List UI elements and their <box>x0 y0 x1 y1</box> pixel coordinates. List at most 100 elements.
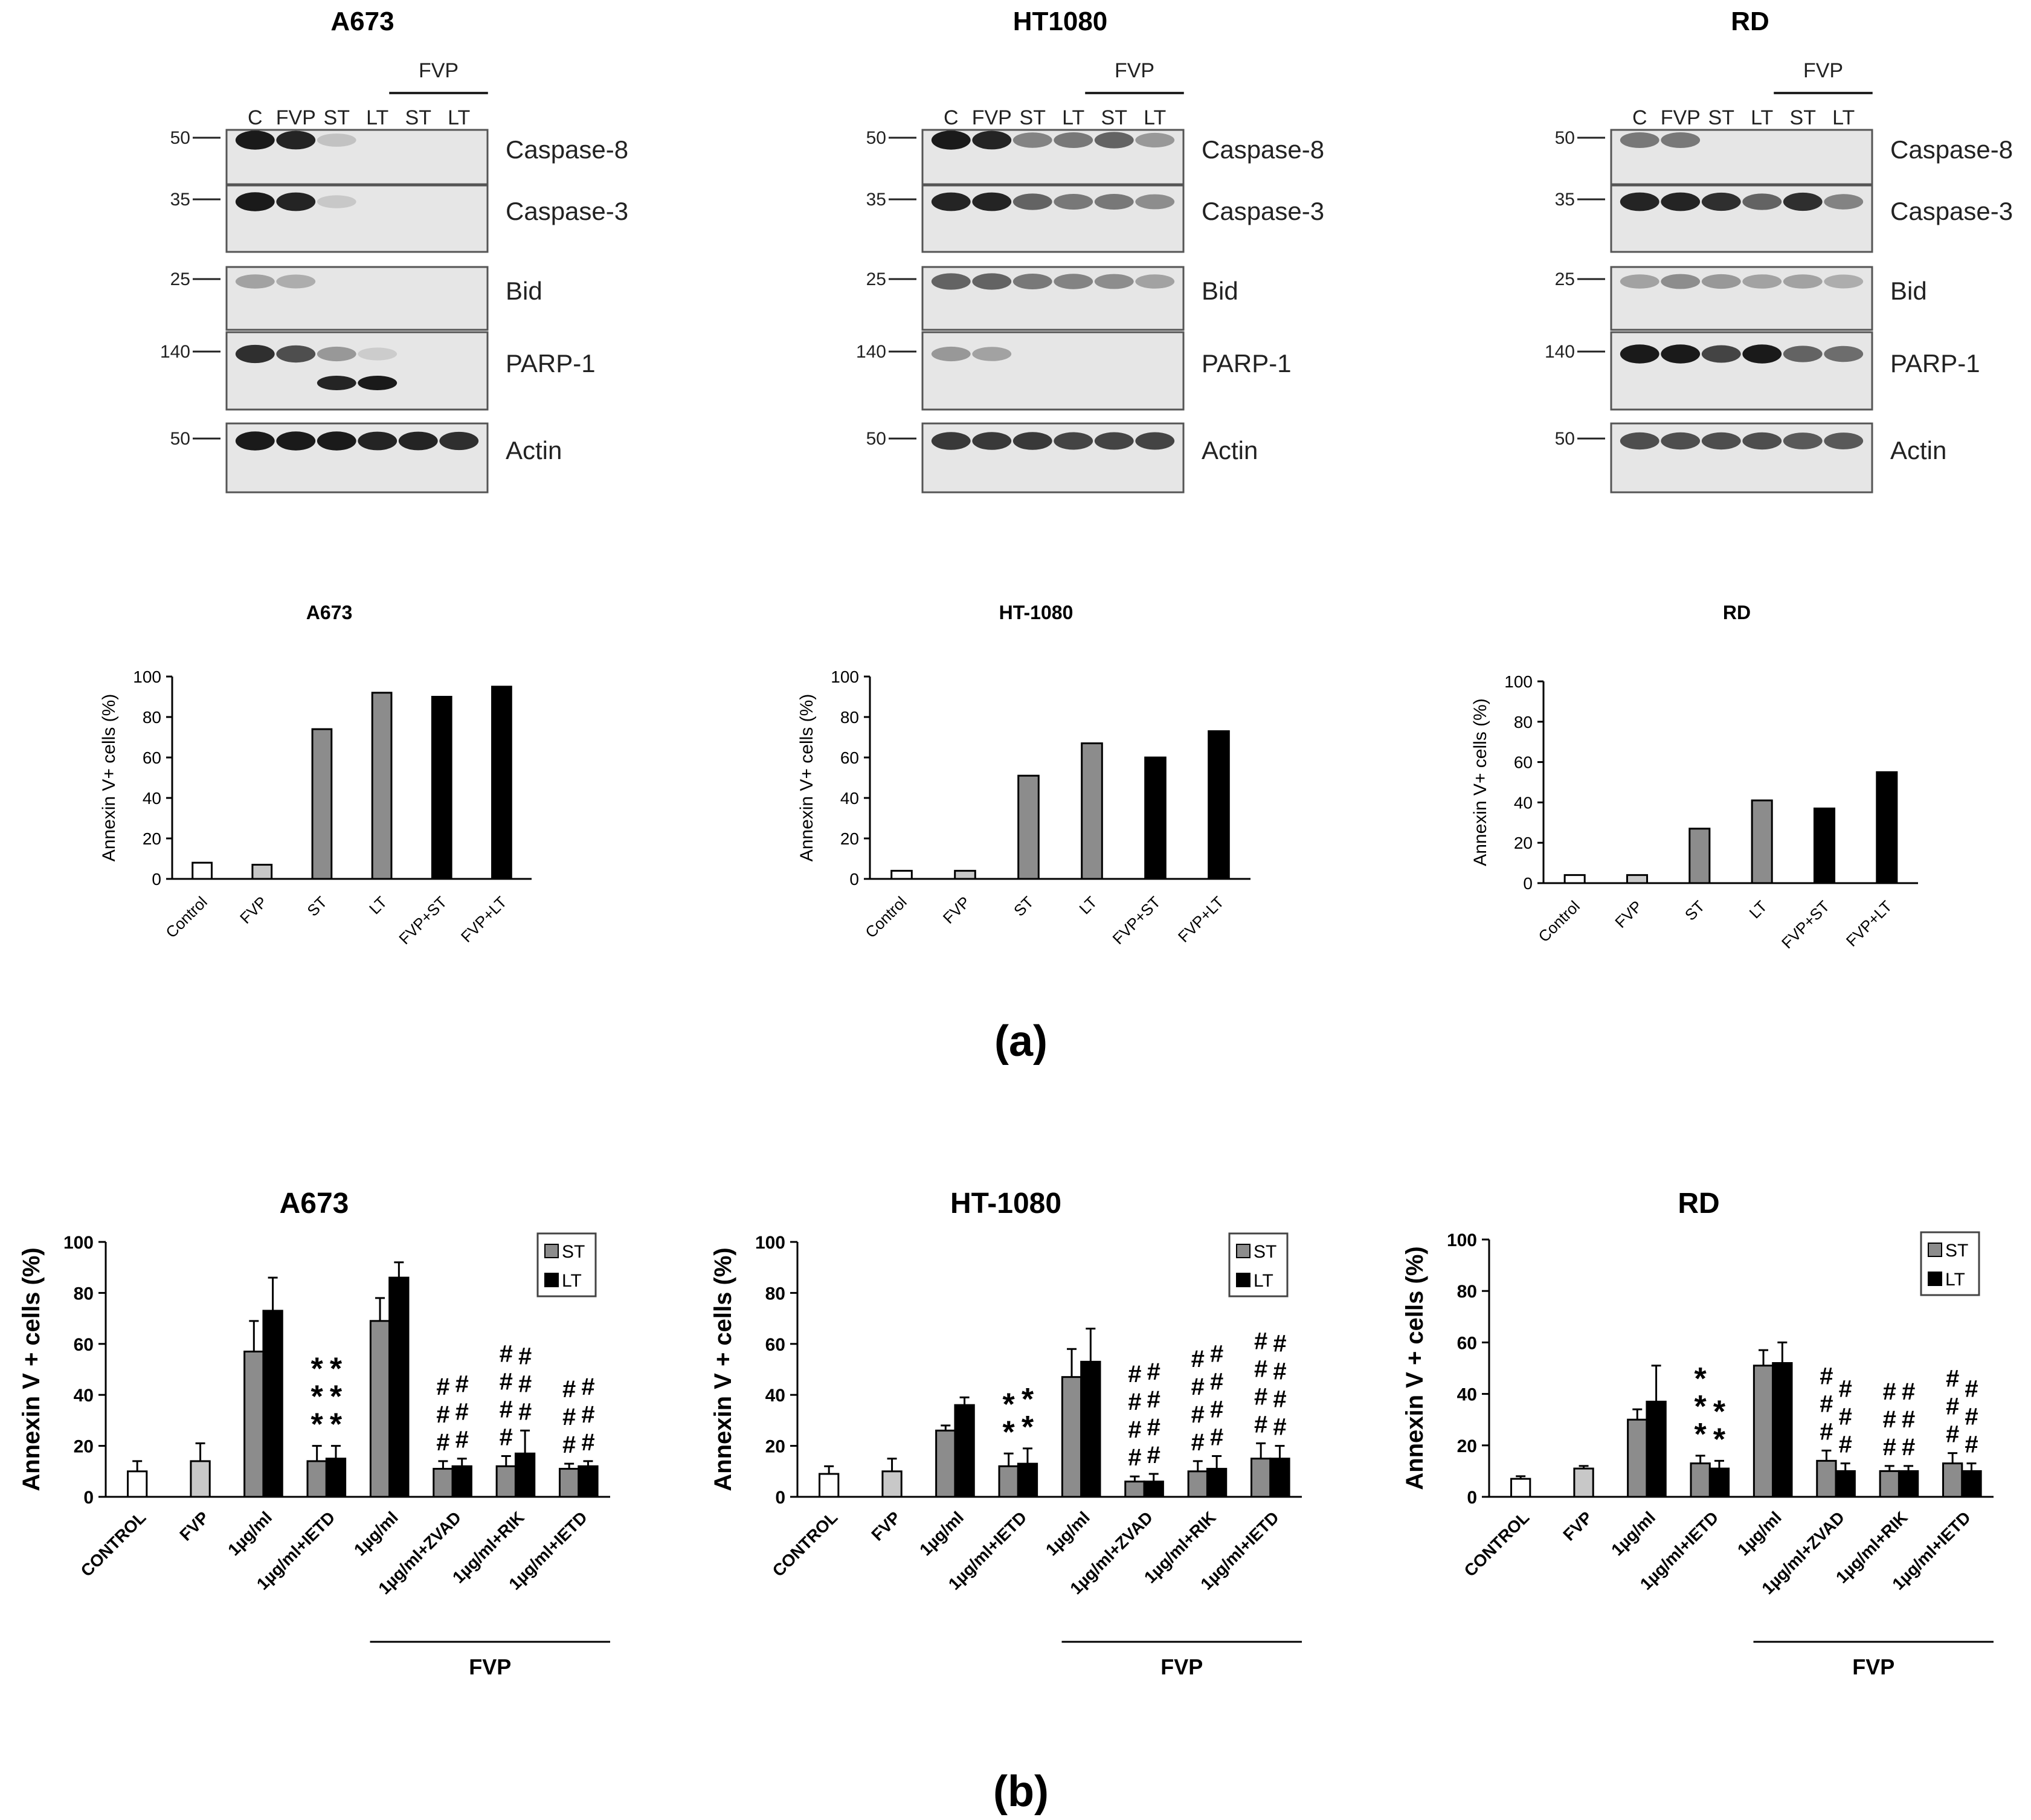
lane-label: ST <box>1708 106 1734 129</box>
mw-marker: 35 <box>1555 190 1575 210</box>
category-label: CONTROL <box>77 1508 150 1580</box>
asterisk-mark: * <box>311 1380 324 1415</box>
legend: ST LT <box>536 1232 597 1297</box>
bar <box>491 686 512 880</box>
band <box>972 347 1012 361</box>
hash-mark: # <box>1883 1406 1896 1433</box>
category-label: FVP <box>1559 1508 1595 1544</box>
bar <box>559 1468 580 1498</box>
band <box>1054 194 1093 210</box>
band <box>358 347 398 361</box>
y-tick-label: 40 <box>840 789 859 808</box>
bar <box>1879 1470 1900 1498</box>
bar <box>1961 1470 1982 1498</box>
mw-marker: 25 <box>1555 269 1575 289</box>
bar <box>1876 771 1898 884</box>
hash-mark: # <box>1965 1404 1978 1430</box>
y-tick-label: 60 <box>143 748 161 767</box>
y-tick-label: 40 <box>74 1386 94 1406</box>
y-tick-label: 60 <box>1514 753 1533 772</box>
y-tick-label: 100 <box>1447 1230 1477 1250</box>
hash-mark: # <box>1210 1340 1223 1367</box>
band <box>1012 132 1052 148</box>
band <box>1094 194 1134 210</box>
band <box>1012 432 1052 450</box>
hash-mark: # <box>1946 1366 1959 1392</box>
legend-label-lt: LT <box>562 1271 582 1291</box>
asterisk-mark: * <box>330 1407 343 1442</box>
y-tick-label: 100 <box>755 1233 785 1253</box>
chart-title: RD <box>1723 602 1751 623</box>
bar <box>1772 1362 1793 1498</box>
band <box>235 130 275 150</box>
band <box>1783 432 1823 449</box>
mw-marker: 50 <box>170 429 190 449</box>
y-tick-label: 80 <box>1514 713 1533 732</box>
bar <box>1080 1360 1101 1498</box>
band <box>1135 132 1175 148</box>
y-tick-label: 20 <box>1514 834 1533 852</box>
cleaved-band <box>317 376 356 390</box>
category-label: FVP+LT <box>1843 897 1896 950</box>
protein-label: Caspase-3 <box>506 197 628 225</box>
category-label: 1µg/ml <box>1608 1508 1659 1559</box>
lane-label: C <box>248 106 263 129</box>
bar <box>127 1470 148 1498</box>
bar <box>1626 874 1649 884</box>
asterisk-mark: * <box>311 1352 324 1387</box>
hash-mark: # <box>1839 1404 1852 1430</box>
hash-mark: # <box>1254 1411 1267 1438</box>
asterisk-mark: * <box>1022 1382 1034 1417</box>
bar <box>890 870 913 880</box>
band <box>1620 344 1659 364</box>
protein-label: Caspase-8 <box>1890 135 2013 164</box>
y-tick-label: 0 <box>83 1488 94 1508</box>
hash-mark: # <box>1254 1383 1267 1410</box>
hash-mark: # <box>1147 1414 1160 1441</box>
category-label: FVP+ST <box>1778 897 1833 952</box>
band <box>317 133 356 147</box>
y-tick-label: 20 <box>1457 1436 1477 1456</box>
cleaved-band <box>358 376 398 390</box>
band <box>235 274 275 289</box>
y-tick-label: 0 <box>152 870 161 889</box>
band <box>1701 432 1741 450</box>
bar <box>578 1465 599 1498</box>
y-tick-label: 100 <box>63 1233 94 1253</box>
blot-strip <box>921 422 1185 494</box>
legend-swatch-st <box>1928 1243 1942 1257</box>
category-label: ST <box>1681 897 1708 924</box>
y-tick-label: 40 <box>1457 1385 1477 1405</box>
western-blots: A673 FVP C FVP ST LT ST LT 50 Caspase-8 35 Caspase-… <box>160 7 2013 494</box>
band <box>276 130 316 150</box>
fvp-bracket-label: FVP <box>469 1654 511 1679</box>
bar <box>431 696 452 880</box>
band <box>398 431 438 451</box>
category-label: Control <box>162 893 210 941</box>
band <box>1824 194 1864 210</box>
fvp-bracket-label: FVP <box>1115 59 1154 82</box>
band <box>1701 192 1741 211</box>
blot-strip <box>225 331 489 411</box>
category-label: FVP+LT <box>457 893 510 946</box>
hash-mark: # <box>1273 1359 1286 1385</box>
band <box>1094 132 1134 149</box>
y-axis-label: Annexin V + cells (%) <box>18 1247 45 1491</box>
y-tick-label: 40 <box>143 789 161 808</box>
asterisk-mark: * <box>1003 1387 1015 1422</box>
blot-title: HT1080 <box>1013 7 1108 36</box>
bar <box>935 1429 956 1498</box>
bar <box>311 728 333 880</box>
protein-label: Caspase-3 <box>1890 197 2013 225</box>
mw-marker: 140 <box>160 342 190 362</box>
panel-a-charts: A673 0 20 40 60 80 100 Annexin V+ cells (%) Cont… <box>99 602 1918 952</box>
asterisk-mark: * <box>330 1352 343 1387</box>
hash-mark: # <box>562 1404 576 1430</box>
hash-mark: # <box>518 1398 532 1425</box>
category-label: 1µg/ml <box>916 1508 967 1559</box>
band <box>931 273 971 290</box>
blot-strip <box>1610 422 1873 494</box>
bar <box>1942 1462 1963 1498</box>
bar <box>1751 799 1773 884</box>
hash-mark: # <box>1210 1396 1223 1423</box>
